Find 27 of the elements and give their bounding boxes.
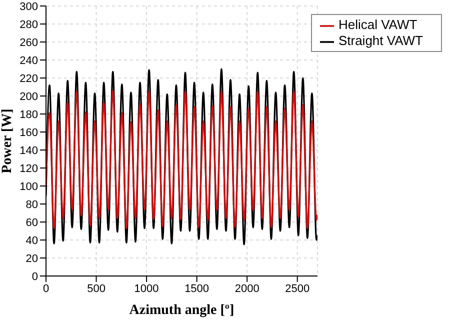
- x-tick-label: 500: [87, 282, 106, 295]
- y-tick-label: 80: [26, 198, 38, 211]
- x-tick-label: 0: [42, 282, 50, 295]
- y-tick-label: 160: [20, 126, 38, 139]
- y-tick-label: 20: [26, 252, 38, 265]
- y-tick-label: 0: [32, 270, 38, 283]
- y-tick-label: 40: [26, 234, 38, 247]
- y-tick-label: 60: [26, 216, 38, 229]
- y-tick-label: 220: [20, 72, 38, 85]
- x-tick-label: 1000: [134, 282, 159, 295]
- y-tick-label: 300: [20, 0, 38, 13]
- y-tick-label: 260: [20, 36, 38, 49]
- y-tick-label: 100: [20, 180, 38, 193]
- y-tick-label: 240: [20, 54, 38, 67]
- y-tick-label: 280: [20, 18, 38, 31]
- x-tick-label: 2500: [285, 282, 310, 295]
- x-tick-label: 2000: [234, 282, 260, 295]
- x-tick-label: 1500: [184, 282, 210, 295]
- y-tick-label: 200: [20, 90, 38, 103]
- x-axis-title: Azimuth angle [º]: [129, 303, 234, 318]
- legend-label: Straight VAWT: [338, 33, 423, 48]
- line-series: [46, 90, 318, 230]
- y-axis-title: Power [W]: [0, 108, 15, 174]
- y-tick-label: 120: [20, 162, 38, 175]
- legend-label: Helical VAWT: [338, 17, 418, 32]
- y-tick-label: 180: [20, 108, 38, 121]
- y-tick-label: 140: [20, 144, 38, 157]
